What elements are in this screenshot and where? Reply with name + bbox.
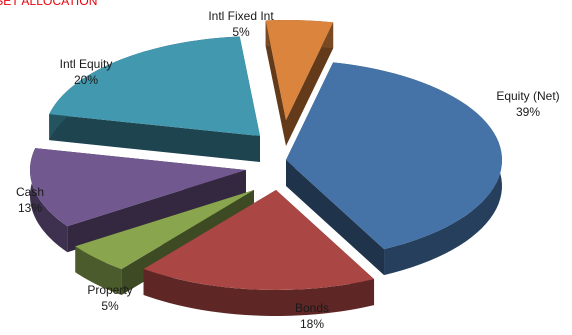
slice-percent-property: 5% [101,299,119,313]
pie-slice-intl-equity [49,36,261,162]
slice-label-cash: Cash [16,185,44,199]
slice-label-bonds: Bonds [295,301,329,315]
slice-label-intl-equity: Intl Equity [60,57,113,71]
slice-percent-intl-fixed-int: 5% [232,25,250,39]
pie-slice-intl-fixed-int [265,20,334,146]
pie-slice-equity-net [286,62,502,276]
pie-slice-bonds [143,190,375,316]
chart-title: ASSET ALLOCATION [0,0,98,8]
slice-label-property: Property [87,283,132,297]
pie-slices [29,20,502,316]
slice-percent-intl-equity: 20% [74,73,98,87]
slice-percent-bonds: 18% [300,317,324,331]
slice-label-equity-net: Equity (Net) [496,89,559,103]
pie-slice-cash [29,148,247,253]
slice-label-intl-fixed-int: Intl Fixed Int [208,9,274,23]
slice-percent-equity-net: 39% [516,105,540,119]
slice-labels: Equity (Net) 39% Bonds 18% Property 5% Cash 13%… [16,9,560,331]
slice-percent-cash: 13% [18,201,42,215]
